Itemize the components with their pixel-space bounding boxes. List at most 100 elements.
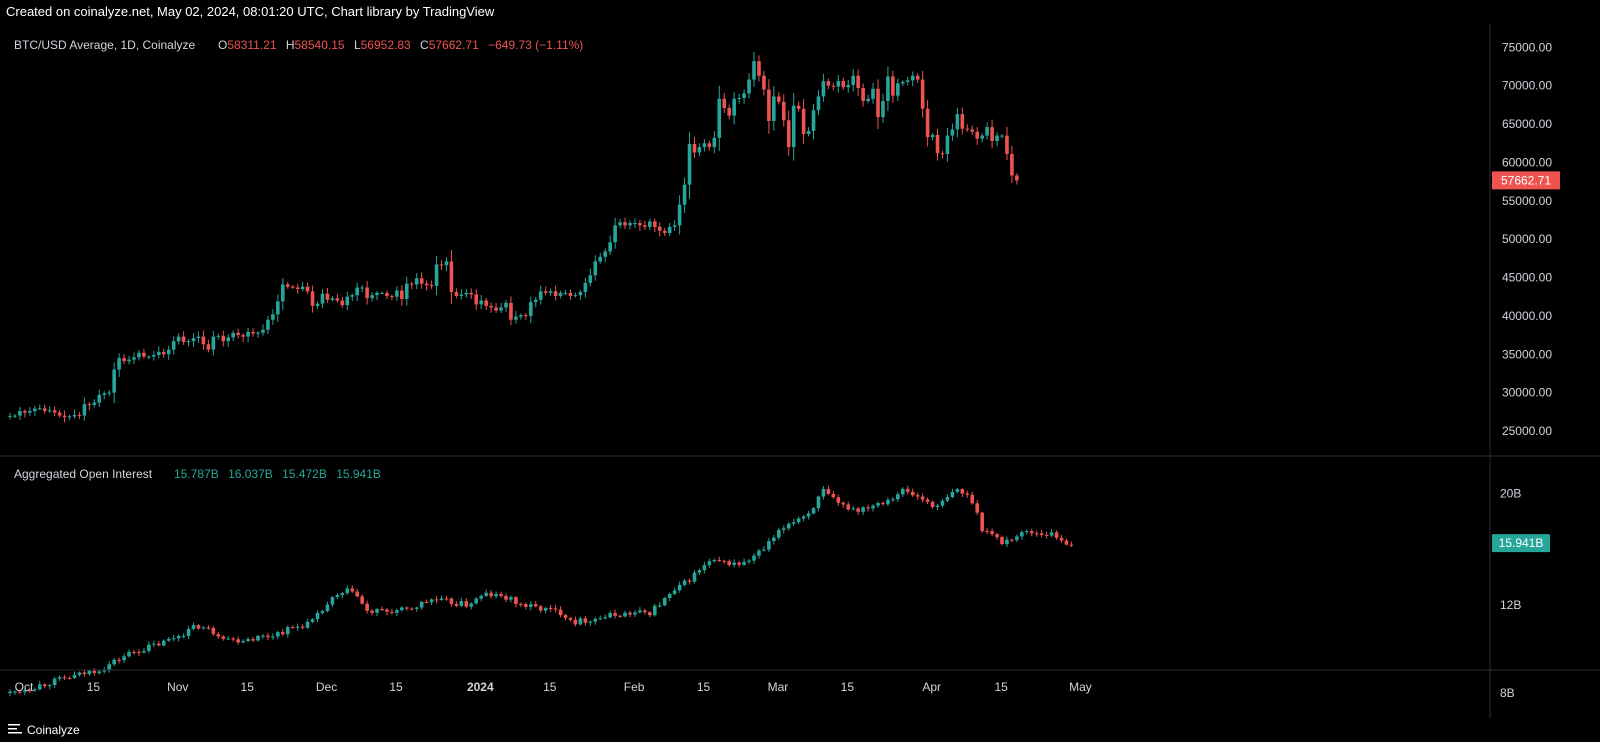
oi-candle[interactable]	[28, 687, 32, 694]
price-candle[interactable]	[613, 217, 617, 249]
price-candle[interactable]	[871, 82, 875, 104]
oi-candle[interactable]	[325, 601, 330, 613]
price-candle[interactable]	[315, 301, 320, 310]
oi-candle[interactable]	[380, 606, 384, 612]
price-candle[interactable]	[454, 288, 459, 299]
oi-candle[interactable]	[315, 610, 320, 622]
price-candle[interactable]	[157, 346, 161, 359]
price-candle[interactable]	[281, 278, 285, 310]
price-candle[interactable]	[33, 405, 37, 416]
oi-candle[interactable]	[672, 587, 677, 596]
price-candle[interactable]	[479, 295, 483, 310]
oi-candle[interactable]	[295, 623, 300, 632]
price-candle[interactable]	[246, 327, 250, 343]
price-candle[interactable]	[504, 299, 508, 312]
oi-candle[interactable]	[409, 607, 414, 611]
oi-candle[interactable]	[330, 596, 335, 608]
oi-candle[interactable]	[945, 494, 950, 503]
price-candle[interactable]	[77, 411, 82, 420]
price-candle[interactable]	[385, 290, 389, 300]
oi-candle[interactable]	[940, 498, 945, 508]
price-candle[interactable]	[419, 272, 424, 289]
price-candle[interactable]	[236, 328, 240, 339]
oi-candle[interactable]	[955, 487, 960, 494]
oi-candle[interactable]	[901, 487, 905, 497]
oi-candle[interactable]	[871, 504, 875, 512]
oi-candle[interactable]	[489, 590, 493, 599]
oi-candle[interactable]	[583, 616, 588, 626]
oi-candle[interactable]	[271, 633, 275, 640]
oi-candle[interactable]	[484, 589, 488, 597]
price-candle[interactable]	[881, 93, 885, 123]
oi-candle[interactable]	[13, 690, 17, 695]
oi-candle[interactable]	[633, 610, 637, 617]
oi-candle[interactable]	[166, 636, 171, 642]
price-candle[interactable]	[300, 281, 305, 292]
price-candle[interactable]	[424, 280, 429, 291]
price-candle[interactable]	[469, 288, 474, 299]
oi-candle[interactable]	[276, 630, 280, 640]
price-candle[interactable]	[107, 389, 111, 397]
oi-candle[interactable]	[439, 595, 444, 601]
oi-candle[interactable]	[226, 636, 231, 641]
price-candle[interactable]	[464, 288, 469, 298]
price-candle[interactable]	[593, 255, 598, 281]
oi-candle[interactable]	[246, 637, 250, 643]
price-candle[interactable]	[380, 291, 384, 295]
price-candle[interactable]	[23, 409, 27, 418]
oi-candle[interactable]	[985, 527, 989, 535]
price-candle[interactable]	[211, 330, 216, 356]
price-candle[interactable]	[132, 352, 136, 364]
oi-candle[interactable]	[980, 511, 984, 533]
price-candle[interactable]	[533, 296, 538, 308]
oi-candle[interactable]	[990, 528, 994, 537]
price-candle[interactable]	[767, 79, 771, 134]
oi-candle[interactable]	[965, 490, 970, 498]
price-candle[interactable]	[742, 89, 746, 104]
oi-candle[interactable]	[504, 593, 508, 603]
oi-candle[interactable]	[499, 591, 503, 598]
oi-candle[interactable]	[717, 556, 722, 563]
oi-candle[interactable]	[682, 578, 687, 587]
price-candle[interactable]	[1005, 126, 1009, 161]
oi-candle[interactable]	[335, 593, 340, 600]
price-candle[interactable]	[603, 248, 607, 263]
price-candle[interactable]	[702, 139, 707, 152]
price-candle[interactable]	[935, 128, 940, 161]
price-candle[interactable]	[960, 107, 965, 135]
oi-candle[interactable]	[216, 631, 221, 639]
oi-candle[interactable]	[261, 634, 265, 639]
price-candle[interactable]	[92, 399, 97, 408]
oi-candle[interactable]	[886, 497, 890, 507]
price-candle[interactable]	[886, 66, 890, 112]
price-candle[interactable]	[826, 78, 831, 90]
price-candle[interactable]	[87, 402, 92, 411]
price-candle[interactable]	[330, 296, 335, 302]
oi-candle[interactable]	[593, 617, 598, 625]
price-candle[interactable]	[648, 218, 652, 231]
price-candle[interactable]	[945, 128, 950, 162]
price-candle[interactable]	[360, 285, 364, 293]
oi-candle[interactable]	[231, 636, 235, 642]
price-candle[interactable]	[816, 90, 821, 115]
oi-candle[interactable]	[42, 683, 47, 689]
price-candle[interactable]	[861, 83, 865, 107]
oi-candle[interactable]	[390, 608, 394, 615]
price-candle[interactable]	[657, 222, 662, 237]
price-candle[interactable]	[241, 333, 245, 342]
oi-candle[interactable]	[464, 598, 469, 609]
price-candle[interactable]	[638, 219, 642, 231]
price-candle[interactable]	[920, 70, 925, 118]
price-candle[interactable]	[618, 219, 622, 229]
price-candle[interactable]	[905, 76, 910, 86]
price-candle[interactable]	[484, 297, 488, 310]
oi-candle[interactable]	[786, 522, 791, 531]
price-candle[interactable]	[290, 285, 295, 289]
oi-candle[interactable]	[727, 559, 731, 567]
oi-candle[interactable]	[395, 608, 399, 617]
oi-candle[interactable]	[211, 625, 216, 636]
price-candle[interactable]	[519, 313, 523, 320]
oi-candle[interactable]	[975, 500, 979, 516]
price-candle[interactable]	[57, 409, 62, 418]
oi-candle[interactable]	[648, 611, 652, 618]
